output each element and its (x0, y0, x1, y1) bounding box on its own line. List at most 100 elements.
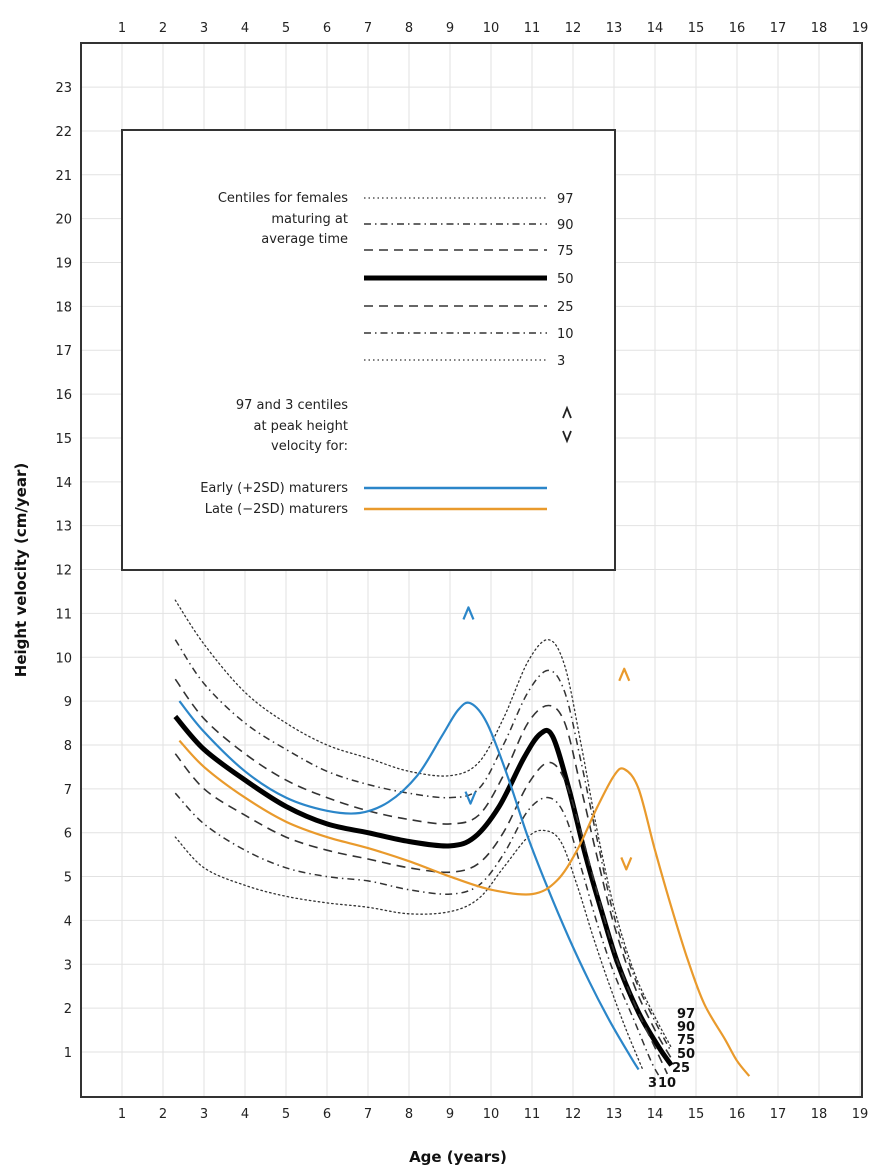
x-tick-label-bottom: 17 (770, 1107, 787, 1122)
x-tick-label-bottom: 14 (647, 1107, 664, 1122)
x-tick-label-top: 16 (729, 21, 746, 36)
series-line-75 (174, 678, 673, 1059)
x-tick-label-bottom: 19 (852, 1107, 869, 1122)
series-line-10 (174, 792, 660, 1077)
y-tick-label: 14 (55, 476, 72, 491)
x-tick-label-top: 13 (606, 21, 623, 36)
legend-centiles-heading-3: average time (261, 232, 348, 247)
x-tick-label-top: 4 (241, 21, 249, 36)
phv-marker-late-upper-icon (618, 667, 631, 682)
y-tick-label: 5 (64, 871, 72, 886)
y-tick-label: 4 (64, 914, 72, 929)
legend-centiles-heading-1: Centiles for females (218, 191, 348, 206)
phv-marker-early-lower-icon (464, 791, 477, 805)
legend-phv-heading-2: at peak height (253, 419, 348, 434)
legend-phv-heading-1: 97 and 3 centiles (236, 398, 348, 413)
series-line-3 (174, 829, 644, 1071)
legend-phv-heading-3: velocity for: (271, 439, 348, 454)
x-tick-label-top: 10 (483, 21, 500, 36)
y-tick-label: 15 (55, 432, 72, 447)
x-tick-label-bottom: 1 (118, 1107, 126, 1122)
y-tick-label: 20 (55, 213, 72, 228)
x-tick-label-top: 7 (364, 21, 372, 36)
phv-marker-early-upper-icon (462, 606, 475, 620)
series-line-97 (174, 599, 673, 1049)
y-tick-label: 23 (55, 81, 72, 96)
x-tick-label-bottom: 10 (483, 1107, 500, 1122)
x-tick-label-top: 1 (118, 21, 126, 36)
end-label-75: 75 (677, 1033, 695, 1048)
x-tick-label-top: 15 (688, 21, 705, 36)
y-tick-label: 21 (55, 169, 72, 184)
y-tick-label: 1 (64, 1046, 72, 1061)
series-line-late-2sd-maturers (178, 739, 751, 1077)
end-label-90: 90 (677, 1020, 695, 1035)
series-group (173, 599, 751, 1077)
x-tick-label-bottom: 16 (729, 1107, 746, 1122)
x-tick-label-bottom: 11 (524, 1107, 541, 1122)
x-tick-label-bottom: 12 (565, 1107, 582, 1122)
y-tick-label: 3 (64, 958, 72, 973)
legend: Centiles for females maturing at average… (121, 129, 616, 571)
x-tick-label-bottom: 8 (405, 1107, 413, 1122)
end-label-25: 25 (672, 1061, 690, 1076)
legend-centile-entries: 97 90 75 50 25 10 3 (364, 192, 574, 369)
x-tick-label-bottom: 6 (323, 1107, 331, 1122)
x-tick-label-top: 9 (446, 21, 454, 36)
legend-centile-50-label: 50 (557, 272, 574, 287)
x-tick-label-top: 8 (405, 21, 413, 36)
legend-centile-25-label: 25 (557, 300, 574, 315)
series-line-25 (174, 753, 669, 1075)
y-tick-label: 8 (64, 739, 72, 754)
series-line-90 (174, 639, 673, 1053)
y-tick-label: 9 (64, 695, 72, 710)
legend-centile-10-label: 10 (557, 327, 574, 342)
legend-upper-caret-icon (562, 405, 572, 419)
x-tick-label-bottom: 7 (364, 1107, 372, 1122)
legend-centile-3-label: 3 (557, 354, 565, 369)
end-label-10: 10 (658, 1076, 676, 1091)
y-tick-label: 10 (55, 651, 72, 666)
phv-markers (462, 606, 633, 871)
x-tick-label-top: 17 (770, 21, 787, 36)
x-tick-label-bottom: 3 (200, 1107, 208, 1122)
x-tick-label-top: 11 (524, 21, 541, 36)
x-axis-top-ticks: 1 2 3 4 5 6 7 8 9 10 11 12 13 14 15 16 17 18 19 (118, 21, 868, 36)
end-label-50: 50 (677, 1047, 695, 1062)
x-tick-label-bottom: 9 (446, 1107, 454, 1122)
y-axis-title: Height velocity (cm/year) (12, 463, 30, 677)
legend-box (121, 129, 616, 571)
x-tick-label-bottom: 15 (688, 1107, 705, 1122)
x-tick-label-bottom: 18 (811, 1107, 828, 1122)
x-tick-label-top: 19 (852, 21, 869, 36)
x-axis-bottom-ticks: 1 2 3 4 5 6 7 8 9 10 11 12 13 14 15 16 17 18 19 (118, 1107, 868, 1122)
legend-lower-caret-icon (562, 430, 572, 444)
phv-marker-late-lower-icon (620, 856, 633, 871)
legend-centile-97-label: 97 (557, 192, 574, 207)
x-tick-label-top: 3 (200, 21, 208, 36)
legend-centile-90-label: 90 (557, 218, 574, 233)
x-tick-label-top: 18 (811, 21, 828, 36)
plot-frame (80, 42, 863, 1098)
x-tick-label-top: 6 (323, 21, 331, 36)
y-tick-label: 18 (55, 300, 72, 315)
y-tick-label: 19 (55, 257, 72, 272)
x-tick-label-top: 12 (565, 21, 582, 36)
legend-early-label: Early (+2SD) maturers (200, 481, 348, 496)
y-tick-label: 16 (55, 388, 72, 403)
y-tick-label: 7 (64, 783, 72, 798)
x-axis-title: Age (years) (409, 1148, 507, 1166)
x-tick-label-top: 5 (282, 21, 290, 36)
y-tick-label: 6 (64, 827, 72, 842)
y-tick-label: 13 (55, 520, 72, 535)
y-tick-label: 2 (64, 1002, 72, 1017)
end-label-3: 3 (648, 1076, 657, 1091)
x-tick-label-top: 14 (647, 21, 664, 36)
series-line-early-2sd-maturers (178, 700, 640, 1071)
legend-centile-75-label: 75 (557, 244, 574, 259)
x-tick-label-bottom: 13 (606, 1107, 623, 1122)
y-tick-label: 17 (55, 344, 72, 359)
legend-centiles-heading-2: maturing at (271, 212, 348, 227)
